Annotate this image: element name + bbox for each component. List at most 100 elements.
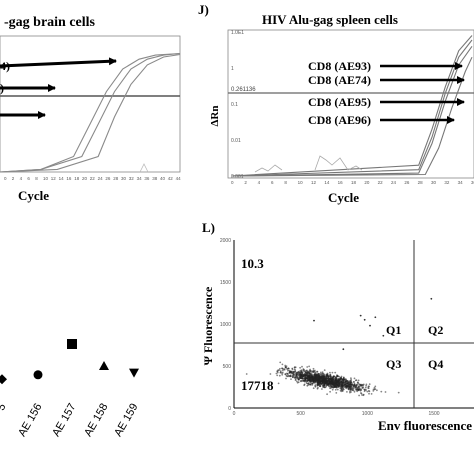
panel-j-x-tick: 24	[391, 180, 397, 185]
panel-l-event	[353, 390, 356, 393]
panel-i-x-tick: 36	[144, 176, 150, 181]
panel-j-y-tick: 1.0E1	[231, 30, 244, 36]
panel-l-event	[314, 384, 317, 386]
panel-i-x-tick: 22	[90, 176, 96, 181]
panel-j-y-label: ΔRn	[209, 106, 221, 127]
panel-i-x-tick: 6	[27, 176, 30, 181]
panel-k-marker-diamond	[0, 374, 7, 385]
panel-l-event	[306, 366, 309, 368]
panel-l-event	[350, 391, 352, 393]
panel-l-y-tick: 0	[228, 406, 231, 412]
panel-l-event	[353, 381, 355, 383]
panel-l-event	[328, 387, 331, 389]
panel-l-event	[345, 378, 347, 381]
panel-l-event	[303, 379, 306, 382]
panel-l-event	[347, 382, 349, 385]
panel-l-event	[334, 376, 337, 379]
panel-l-event	[319, 381, 321, 384]
panel-k: 5 AE 156 AE 157 AE 158 AE 159	[0, 339, 141, 439]
panel-l-event	[289, 372, 291, 374]
panel-l-event	[306, 377, 309, 380]
panel-l-event	[283, 368, 286, 371]
panel-l-event	[331, 371, 334, 374]
panel-l-event	[306, 384, 309, 387]
panel-l-outlier-event	[363, 318, 366, 321]
panel-l-event	[341, 388, 343, 391]
panel-l-event	[285, 377, 287, 380]
panel-l-event	[349, 388, 351, 391]
panel-l-x-tick: 1500	[428, 411, 439, 417]
panel-j-x-tick: 0	[231, 180, 234, 185]
panel-l-event	[284, 364, 287, 367]
panel-l-event	[360, 385, 362, 387]
panel-l-x-ticks: 0 500 1000 1500	[233, 411, 440, 417]
panel-l-event	[367, 387, 370, 390]
panel-j-curve-2	[231, 39, 473, 177]
panel-l-y-tick: 500	[223, 364, 232, 370]
panel-l-event	[336, 388, 339, 391]
panel-l-event	[324, 380, 327, 383]
panel-l-event	[307, 379, 310, 381]
panel-l-event	[341, 386, 344, 389]
panel-l-event	[275, 372, 278, 375]
panel-l-event	[279, 371, 282, 374]
panel-i-x-tick: 14	[59, 176, 65, 181]
panel-l-letter: L)	[202, 220, 215, 235]
panel-j-x-tick: 14	[324, 180, 330, 185]
panel-k-x-label: AE 158	[82, 402, 110, 439]
panel-l-event	[311, 384, 314, 386]
panel-l-event	[331, 388, 334, 391]
panel-l-event-cloud	[245, 297, 433, 397]
panel-l: L) 2000 1500 1000 500 0 0 500 1000 1500 Ψ Fluor…	[201, 220, 474, 433]
panel-l-event	[342, 379, 345, 382]
panel-l-event	[308, 365, 310, 368]
panel-l-event	[321, 371, 324, 373]
panel-l-x-tick: 0	[233, 411, 236, 417]
panel-l-event	[312, 370, 314, 373]
panel-l-event	[318, 372, 320, 375]
panel-l-event	[330, 378, 332, 380]
panel-l-event	[293, 377, 296, 379]
panel-l-event	[316, 384, 319, 387]
panel-l-event	[319, 379, 321, 381]
panel-j-x-tick: 6	[271, 180, 274, 185]
panel-l-event	[319, 377, 322, 380]
panel-l-event	[302, 369, 305, 371]
panel-l-event	[321, 375, 324, 378]
panel-l-event	[321, 388, 323, 390]
panel-l-event	[313, 372, 316, 375]
panel-l-event	[346, 380, 349, 383]
panel-l-outlier-event	[382, 334, 385, 337]
panel-k-marker-circle	[33, 370, 43, 380]
panel-l-y-tick: 2000	[220, 238, 231, 244]
panel-i-noise-blip	[139, 163, 149, 173]
panel-l-event	[360, 389, 362, 391]
panel-l-event	[277, 382, 280, 385]
panel-l-x-tick: 500	[296, 411, 305, 417]
panel-j-y-tick: 1	[231, 66, 234, 72]
panel-l-event	[327, 378, 330, 380]
panel-l-event	[294, 374, 297, 377]
panel-j-x-tick: 20	[364, 180, 370, 185]
panel-l-event	[334, 371, 337, 374]
panel-l-y-tick: 1500	[220, 280, 231, 286]
panel-l-event	[340, 380, 342, 382]
panel-l-event	[342, 377, 345, 380]
panel-l-event	[329, 373, 332, 376]
panel-l-outlier-event	[359, 314, 362, 317]
panel-l-event	[344, 379, 346, 382]
panel-i-x-tick: 4	[20, 176, 23, 181]
panel-l-outlier-event	[313, 319, 315, 322]
panel-j-threshold-label: 0.261136	[231, 87, 256, 93]
panel-l-event	[293, 373, 295, 375]
panel-l-event	[362, 393, 365, 396]
panel-k-x-label: AE 156	[16, 402, 44, 439]
panel-l-event	[307, 371, 309, 374]
panel-j-title: HIV Alu-gag spleen cells	[262, 12, 398, 27]
panel-l-event	[291, 368, 294, 371]
panel-l-event	[361, 387, 363, 390]
panel-l-event	[318, 375, 321, 377]
panel-l-event	[312, 367, 315, 370]
panel-j-x-tick: 8	[284, 180, 287, 185]
panel-j-x-tick: 34	[458, 180, 464, 185]
